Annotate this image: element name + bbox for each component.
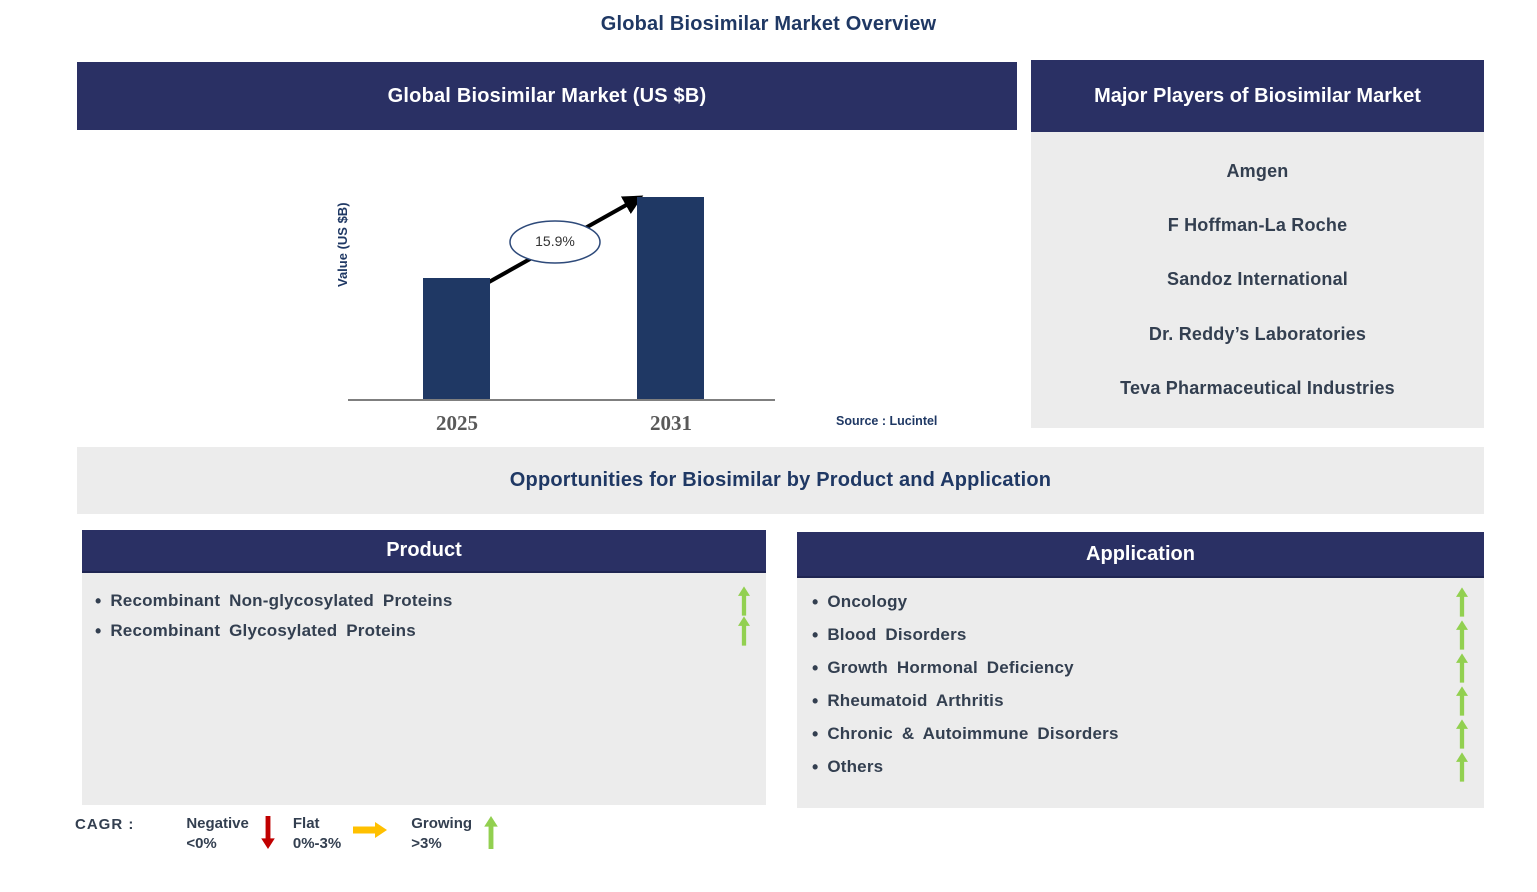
page-title: Global Biosimilar Market Overview: [600, 13, 937, 35]
application-item-label: Growth Hormonal Deficiency: [827, 657, 1074, 677]
growing-up-arrow-icon: [1456, 586, 1468, 617]
application-item-label: Chronic & Autoimmune Disorders: [827, 723, 1119, 743]
product-item: • Recombinant Non-glycosylated Proteins: [82, 586, 766, 616]
growing-up-arrow-icon: [738, 586, 750, 616]
opportunities-banner: Opportunities for Biosimilar by Product …: [77, 447, 1484, 514]
cagr-legend: CAGR : Negative <0% Flat 0%-3% Growing >…: [75, 814, 516, 854]
growth-annotation: 15.9%: [535, 233, 575, 249]
bullet-icon: •: [95, 621, 102, 641]
legend-name: Growing: [411, 815, 473, 832]
negative-down-arrow-icon: [261, 816, 275, 849]
major-players-list: Amgen F Hoffman-La Roche Sandoz Internat…: [1031, 132, 1484, 428]
product-item-label: Recombinant Non-glycosylated Proteins: [110, 591, 453, 610]
player-name: Dr. Reddy’s Laboratories: [1148, 323, 1367, 344]
application-item: • Growth Hormonal Deficiency: [797, 651, 1484, 684]
legend-item-growing: Growing >3%: [411, 814, 498, 854]
player-name: F Hoffman-La Roche: [1167, 215, 1348, 236]
application-item: • Blood Disorders: [797, 618, 1484, 651]
growing-up-arrow-icon: [1456, 751, 1468, 782]
cagr-label: CAGR :: [75, 816, 135, 833]
major-players-header: Major Players of Biosimilar Market: [1031, 60, 1484, 132]
legend-range: 0%-3%: [292, 835, 342, 852]
legend-range: >3%: [411, 835, 442, 852]
application-header: Application: [797, 532, 1484, 578]
product-item-label: Recombinant Glycosylated Proteins: [110, 621, 416, 640]
growth-ellipse: [509, 220, 601, 264]
bar-2031: [637, 197, 704, 399]
growth-arrow-and-ellipse: [488, 195, 644, 284]
application-item: • Oncology: [797, 585, 1484, 618]
application-item-label: Blood Disorders: [827, 624, 967, 644]
application-item: • Chronic & Autoimmune Disorders: [797, 717, 1484, 750]
bullet-icon: •: [812, 690, 819, 711]
x-tick-2025: 2025: [436, 411, 478, 435]
product-header: Product: [82, 530, 766, 573]
bullet-icon: •: [812, 624, 819, 645]
application-item: • Rheumatoid Arthritis: [797, 684, 1484, 717]
growing-up-arrow-icon: [1456, 685, 1468, 716]
product-list: • Recombinant Non-glycosylated Proteins …: [82, 573, 766, 805]
application-item-label: Rheumatoid Arthritis: [827, 690, 1004, 710]
growing-up-arrow-icon: [1456, 652, 1468, 683]
application-item-label: Oncology: [827, 591, 908, 611]
growing-up-arrow-icon: [484, 816, 498, 849]
bullet-icon: •: [812, 591, 819, 612]
bullet-icon: •: [812, 756, 819, 777]
legend-range: <0%: [186, 835, 217, 852]
growing-up-arrow-icon: [1456, 718, 1468, 749]
player-name: Amgen: [1226, 160, 1289, 181]
growing-up-arrow-icon: [738, 616, 750, 646]
market-bar-chart: Value (US $B) 15.9% 2025 2031: [77, 130, 1017, 442]
market-chart-header: Global Biosimilar Market (US $B): [77, 62, 1017, 130]
x-axis-line: [348, 399, 775, 401]
legend-name: Negative: [186, 815, 249, 832]
application-item: • Others: [797, 750, 1484, 783]
product-item: • Recombinant Glycosylated Proteins: [82, 616, 766, 646]
player-name: Teva Pharmaceutical Industries: [1120, 378, 1395, 399]
growing-up-arrow-icon: [1456, 619, 1468, 650]
flat-right-arrow-icon: [353, 822, 388, 838]
application-list: • Oncology • Blood Disorders • Growth Ho…: [797, 578, 1484, 808]
legend-name: Flat: [292, 815, 320, 832]
player-name: Sandoz International: [1166, 269, 1348, 290]
bullet-icon: •: [95, 591, 102, 611]
bar-2025: [423, 278, 490, 399]
bullet-icon: •: [812, 657, 819, 678]
legend-item-negative: Negative <0%: [186, 814, 275, 854]
bullet-icon: •: [812, 723, 819, 744]
x-tick-2031: 2031: [650, 411, 692, 435]
source-note: Source : Lucintel: [836, 414, 938, 428]
legend-item-flat: Flat 0%-3%: [293, 814, 393, 854]
application-item-label: Others: [827, 756, 884, 776]
